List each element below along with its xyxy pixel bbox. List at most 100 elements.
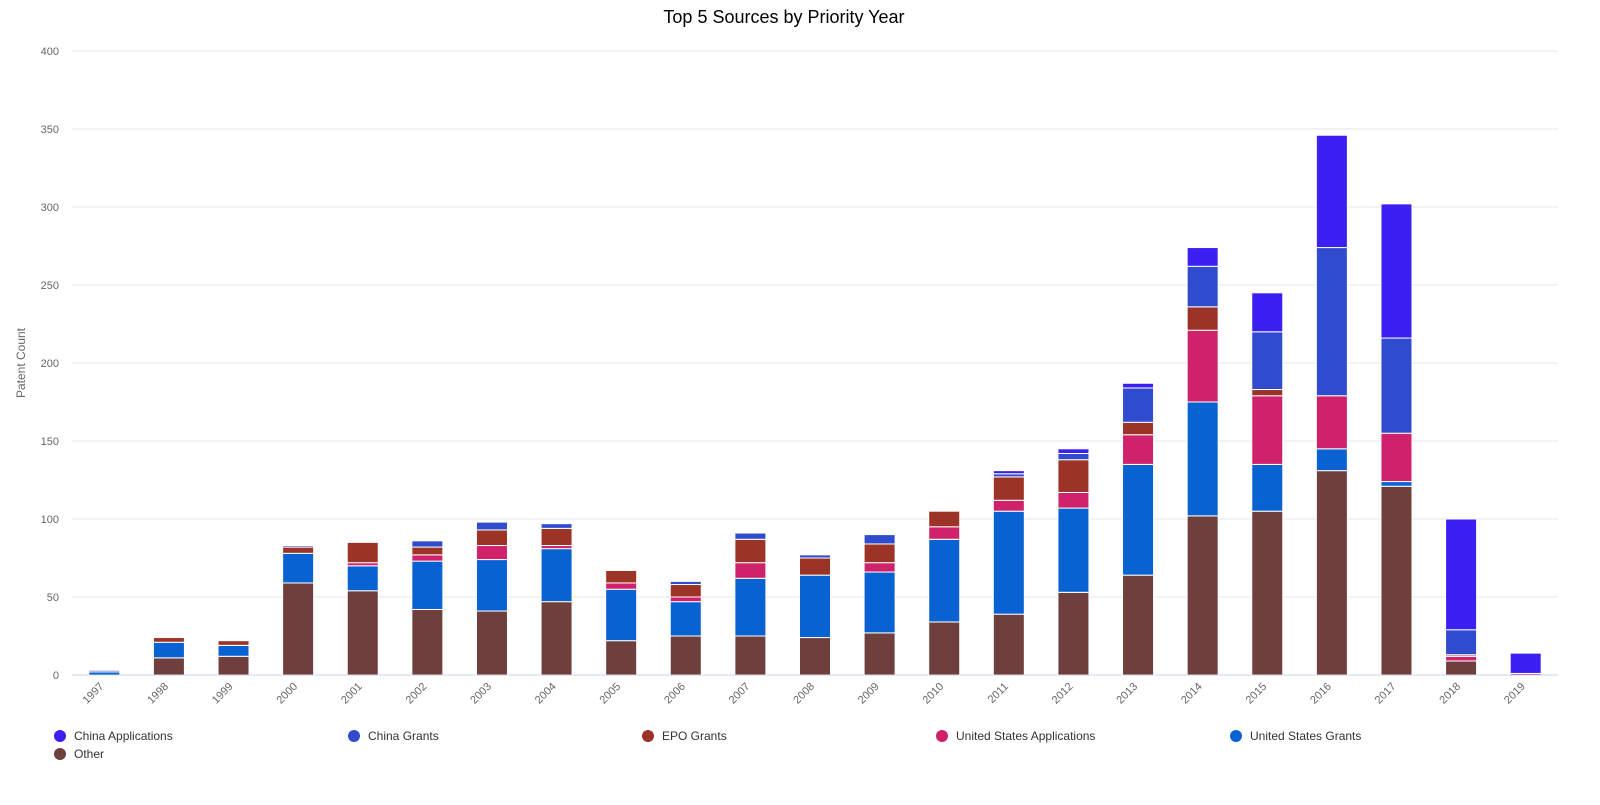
bar-segment[interactable] — [1186, 401, 1219, 517]
bar-segment[interactable] — [734, 562, 767, 579]
bar-segment[interactable] — [734, 635, 767, 676]
bar-segment[interactable] — [475, 559, 508, 612]
bar-segment[interactable] — [863, 562, 896, 573]
bar-segment[interactable] — [1315, 395, 1348, 450]
bar-segment[interactable] — [1186, 247, 1219, 267]
bar-segment[interactable] — [605, 588, 638, 642]
legend-item[interactable]: China Grants — [348, 729, 439, 743]
bar-segment[interactable] — [475, 610, 508, 676]
bar-segment[interactable] — [411, 540, 444, 548]
bar-segment[interactable] — [411, 608, 444, 676]
bar-segment[interactable] — [1186, 306, 1219, 331]
bar-segment[interactable] — [605, 569, 638, 584]
bar-segment[interactable] — [346, 590, 379, 676]
bar-segment[interactable] — [928, 510, 961, 528]
bar-segment[interactable] — [863, 534, 896, 545]
bar-segment[interactable] — [605, 640, 638, 676]
bar-segment[interactable] — [734, 532, 767, 540]
bar-segment[interactable] — [669, 596, 702, 603]
bar-segment[interactable] — [1122, 382, 1155, 389]
bar-segment[interactable] — [282, 545, 315, 548]
bar-segment[interactable] — [669, 584, 702, 598]
bar-segment[interactable] — [475, 521, 508, 531]
bar-segment[interactable] — [152, 637, 185, 643]
bar-segment[interactable] — [863, 632, 896, 676]
bar-segment[interactable] — [1057, 491, 1090, 509]
bar-segment[interactable] — [1315, 470, 1348, 676]
bar-segment[interactable] — [1509, 652, 1542, 674]
bar-segment[interactable] — [992, 613, 1025, 676]
bar-segment[interactable] — [88, 669, 121, 673]
legend-item[interactable]: United States Grants — [1230, 729, 1361, 743]
bar-segment[interactable] — [1445, 655, 1478, 662]
legend-item[interactable]: United States Applications — [936, 729, 1095, 743]
bar-segment[interactable] — [669, 580, 702, 586]
bar-segment[interactable] — [1380, 432, 1413, 483]
bar-segment[interactable] — [475, 545, 508, 561]
bar-segment[interactable] — [346, 565, 379, 592]
bar-segment[interactable] — [669, 635, 702, 676]
bar-segment[interactable] — [1057, 459, 1090, 493]
bar-segment[interactable] — [217, 655, 250, 676]
bar-segment[interactable] — [798, 637, 832, 676]
bar-segment[interactable] — [540, 548, 573, 603]
legend-item[interactable]: EPO Grants — [642, 729, 727, 743]
bar-segment[interactable] — [669, 601, 702, 637]
bar-segment[interactable] — [540, 601, 573, 676]
bar-segment[interactable] — [1057, 448, 1090, 454]
bar-segment[interactable] — [605, 582, 638, 590]
bar-segment[interactable] — [1251, 510, 1284, 676]
bar-segment[interactable] — [346, 541, 379, 564]
bar-segment[interactable] — [992, 499, 1025, 512]
bar-segment[interactable] — [1057, 452, 1090, 461]
bar-segment[interactable] — [1251, 395, 1284, 465]
bar-segment[interactable] — [1251, 389, 1284, 397]
bar-segment[interactable] — [217, 644, 250, 657]
bar-segment[interactable] — [540, 523, 573, 529]
bar-segment[interactable] — [1186, 515, 1219, 676]
bar-segment[interactable] — [928, 526, 961, 540]
bar-segment[interactable] — [798, 574, 832, 639]
legend-item[interactable]: China Applications — [54, 729, 173, 743]
bar-segment[interactable] — [1057, 507, 1090, 593]
bar-segment[interactable] — [1251, 331, 1284, 391]
bar-segment[interactable] — [734, 538, 767, 564]
bar-segment[interactable] — [734, 577, 767, 637]
bar-segment[interactable] — [798, 554, 832, 559]
bar-segment[interactable] — [1122, 387, 1155, 423]
bar-segment[interactable] — [1445, 518, 1478, 631]
bar-segment[interactable] — [1122, 434, 1155, 465]
bar-segment[interactable] — [992, 470, 1025, 475]
bar-segment[interactable] — [411, 546, 444, 556]
bar-segment[interactable] — [1251, 463, 1284, 512]
bar-segment[interactable] — [1186, 329, 1219, 403]
bar-segment[interactable] — [282, 546, 315, 554]
bar-segment[interactable] — [411, 560, 444, 610]
bar-segment[interactable] — [411, 554, 444, 562]
bar-segment[interactable] — [475, 529, 508, 547]
bar-segment[interactable] — [1057, 591, 1090, 676]
bar-segment[interactable] — [1122, 421, 1155, 436]
bar-segment[interactable] — [1315, 247, 1348, 397]
bar-segment[interactable] — [1445, 629, 1478, 656]
bar-segment[interactable] — [1186, 265, 1219, 308]
bar-segment[interactable] — [1380, 337, 1413, 434]
bar-segment[interactable] — [928, 538, 961, 623]
bar-segment[interactable] — [863, 543, 896, 564]
bar-segment[interactable] — [1445, 660, 1478, 676]
bar-segment[interactable] — [540, 527, 573, 547]
bar-segment[interactable] — [798, 557, 832, 576]
bar-segment[interactable] — [1315, 448, 1348, 472]
bar-segment[interactable] — [282, 582, 315, 676]
bar-segment[interactable] — [1315, 134, 1348, 249]
bar-segment[interactable] — [992, 476, 1025, 501]
bar-segment[interactable] — [1122, 574, 1155, 676]
bar-segment[interactable] — [928, 621, 961, 676]
bar-segment[interactable] — [992, 510, 1025, 615]
bar-segment[interactable] — [1380, 203, 1413, 339]
bar-segment[interactable] — [1122, 463, 1155, 576]
legend-item[interactable]: Other — [54, 747, 104, 761]
bar-segment[interactable] — [217, 640, 250, 646]
bar-segment[interactable] — [1251, 292, 1284, 333]
bar-segment[interactable] — [1380, 485, 1413, 676]
